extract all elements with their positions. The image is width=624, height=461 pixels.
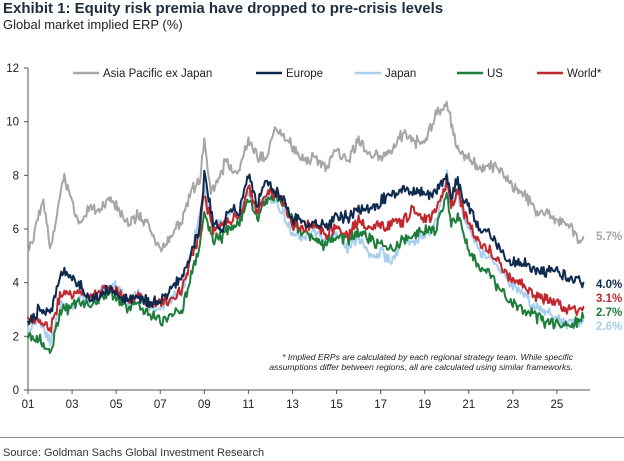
y-tick-label: 10 <box>6 117 19 129</box>
end-label-us: 2.7% <box>596 307 622 319</box>
erp-line-chart: 0 2 4 6 8 10 12 01 03 05 07 09 11 13 15 17 19 21 23 25 Asia… <box>6 63 622 411</box>
x-tick-label: 25 <box>551 399 564 411</box>
x-tick-label: 11 <box>242 399 254 411</box>
annotation-line-1: * Implied ERPs are calculated by each re… <box>282 352 574 362</box>
end-label-europe: 4.0% <box>596 279 622 291</box>
footnote-annotation: * Implied ERPs are calculated by each re… <box>269 352 573 372</box>
legend-label-europe: Europe <box>286 68 323 80</box>
x-tick-label: 17 <box>374 399 387 411</box>
y-tick-label: 4 <box>13 278 20 290</box>
source-note: Source: Goldman Sachs Global Investment … <box>3 447 265 459</box>
series-lines <box>27 100 585 354</box>
legend-label-japan: Japan <box>385 68 416 80</box>
x-tick-label: 07 <box>154 399 167 411</box>
x-tick-label: 23 <box>506 399 519 411</box>
end-label-japan: 2.6% <box>596 321 622 333</box>
end-label-world: 3.1% <box>596 293 622 305</box>
x-tick-label: 09 <box>198 399 211 411</box>
x-tick-label: 05 <box>110 399 123 411</box>
y-tick-label: 0 <box>13 385 19 397</box>
end-labels: 5.7% 4.0% 2.6% 2.7% 3.1% <box>596 231 622 333</box>
annotation-line-2: assumptions differ between regions, all … <box>269 362 573 372</box>
legend-label-world: World* <box>567 68 602 80</box>
x-tick-label: 19 <box>418 399 431 411</box>
legend-label-us: US <box>487 68 503 80</box>
y-tick-label: 8 <box>13 170 19 182</box>
x-tick-label: 15 <box>330 399 343 411</box>
series-line-europe <box>27 169 585 325</box>
series-line-world <box>27 175 585 333</box>
exhibit-title: Exhibit 1: Equity risk premia have dropp… <box>3 0 444 17</box>
x-tick-label: 03 <box>66 399 79 411</box>
exhibit-subtitle: Global market implied ERP (%) <box>3 17 183 32</box>
y-tick-label: 6 <box>13 224 19 236</box>
x-tick-label: 21 <box>462 399 475 411</box>
x-tick-label: 01 <box>22 399 35 411</box>
footer-divider <box>0 437 624 438</box>
x-tick-label: 13 <box>286 399 299 411</box>
end-label-asia-pacific-ex-japan: 5.7% <box>596 231 622 243</box>
legend-label-asia-pacific-ex-japan: Asia Pacific ex Japan <box>103 68 212 80</box>
axes: 0 2 4 6 8 10 12 01 03 05 07 09 11 13 15 17 19 21 23 25 <box>6 63 590 411</box>
legend: Asia Pacific ex Japan Europe Japan US World* <box>73 68 602 80</box>
y-tick-label: 12 <box>6 63 19 75</box>
series-line-asia-pacific-ex-japan <box>27 100 585 253</box>
y-tick-label: 2 <box>13 331 19 343</box>
